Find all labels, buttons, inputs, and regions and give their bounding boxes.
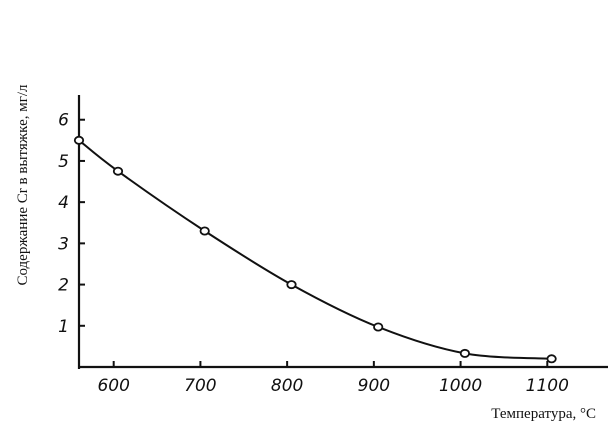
data-point [373, 322, 384, 332]
y-tick-label: 4 [58, 193, 69, 213]
x-tick-label: 1000 [439, 376, 482, 396]
y-tick-label: 6 [58, 111, 69, 131]
y-axis-title: Содержание Cr в вытяжке, мг/л [15, 84, 31, 286]
x-ticks: 600 700 800 900 1000 1100 [97, 361, 569, 396]
data-point [286, 280, 297, 290]
x-tick-label: 1100 [526, 376, 569, 396]
x-tick-label: 900 [358, 376, 390, 396]
y-tick-label: 3 [58, 234, 69, 254]
data-point [199, 226, 210, 236]
data-point [459, 348, 470, 358]
data-point [73, 135, 85, 145]
x-tick-label: 700 [184, 376, 216, 396]
data-point [546, 354, 557, 364]
y-tick-label: 5 [58, 152, 69, 172]
series-layer [73, 135, 557, 364]
y-tick-label: 2 [58, 276, 69, 296]
axes [77, 95, 608, 369]
y-ticks: 1 2 3 4 5 6 [58, 111, 85, 337]
x-tick-label: 800 [271, 376, 303, 396]
x-tick-label: 600 [97, 376, 129, 396]
y-tick-label: 1 [58, 317, 69, 337]
data-point [112, 166, 124, 176]
x-axis-title: Температура, °C [491, 406, 596, 422]
series-line [78, 139, 553, 360]
